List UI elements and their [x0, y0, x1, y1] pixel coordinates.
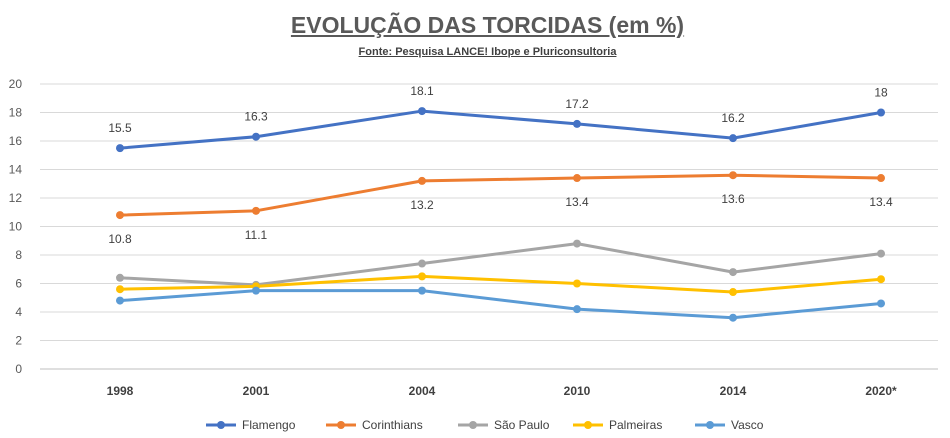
x-tick-label: 1998 — [107, 384, 134, 398]
legend-label-palmeiras: Palmeiras — [609, 418, 662, 432]
y-tick-label: 2 — [15, 334, 22, 348]
data-point-corinthians — [252, 206, 260, 215]
data-label-flamengo: 16.2 — [721, 111, 745, 125]
legend-marker-corinthians — [337, 421, 345, 429]
data-point-palmeiras — [116, 285, 124, 294]
legend-marker-vasco — [706, 421, 714, 429]
data-point-vasco — [418, 286, 426, 295]
legend-label-vasco: Vasco — [731, 418, 764, 432]
data-label-corinthians: 13.4 — [565, 195, 589, 209]
data-point-vasco — [573, 305, 581, 314]
legend: Flamengo Corinthians São Paulo Palmeiras Vas… — [206, 418, 764, 432]
chart-subtitle: Fonte: Pesquisa LANCE! Ibope e Pluricons… — [358, 46, 617, 58]
data-point-flamengo — [877, 108, 885, 117]
series-line-palmeiras — [118, 274, 883, 294]
legend-marker-palmeiras — [584, 421, 592, 429]
series-line-flamengo — [118, 109, 883, 150]
x-tick-label: 2004 — [409, 384, 436, 398]
data-label-corinthians: 10.8 — [108, 232, 132, 246]
data-point-corinthians — [573, 174, 581, 183]
data-label-flamengo: 18 — [874, 86, 888, 100]
y-tick-label: 18 — [9, 106, 23, 120]
x-tick-label: 2014 — [720, 384, 747, 398]
data-point-flamengo — [418, 107, 426, 116]
data-point-sao-paulo — [877, 249, 885, 258]
legend-label-flamengo: Flamengo — [242, 418, 296, 432]
data-point-sao-paulo — [418, 259, 426, 268]
data-point-palmeiras — [877, 275, 885, 284]
data-point-vasco — [252, 286, 260, 295]
series-line-sao-paulo — [118, 242, 883, 287]
data-point-flamengo — [573, 119, 581, 128]
legend-marker-flamengo — [217, 421, 225, 429]
y-tick-label: 4 — [15, 305, 22, 319]
series-line-vasco — [118, 289, 883, 320]
data-point-vasco — [116, 296, 124, 305]
data-label-corinthians: 13.6 — [721, 192, 745, 206]
data-labels: 15.5 16.3 18.1 17.2 16.2 18 10.8 11.1 13.2 13.4 13… — [108, 84, 893, 246]
data-point-corinthians — [418, 176, 426, 185]
y-tick-label: 12 — [9, 191, 23, 205]
y-tick-label: 0 — [15, 362, 22, 376]
data-point-sao-paulo — [729, 268, 737, 277]
data-point-sao-paulo — [116, 273, 124, 282]
x-axis-ticks: 1998 2001 2004 2010 2014 2020* — [107, 384, 897, 398]
data-point-palmeiras — [573, 279, 581, 288]
data-label-flamengo: 16.3 — [244, 110, 268, 124]
data-point-sao-paulo — [573, 239, 581, 248]
data-point-corinthians — [877, 174, 885, 183]
legend-label-corinthians: Corinthians — [362, 418, 423, 432]
y-tick-label: 14 — [9, 163, 23, 177]
y-tick-label: 6 — [15, 277, 22, 291]
y-tick-label: 16 — [9, 134, 23, 148]
data-point-corinthians — [729, 171, 737, 180]
x-tick-label: 2020* — [865, 384, 897, 398]
data-label-flamengo: 17.2 — [565, 97, 589, 111]
data-label-corinthians: 13.4 — [869, 195, 893, 209]
y-axis-ticks: 0 2 4 6 8 10 12 14 16 18 20 — [9, 77, 23, 376]
data-label-corinthians: 11.1 — [245, 228, 268, 242]
y-tick-label: 10 — [9, 220, 23, 234]
data-point-palmeiras — [418, 272, 426, 281]
series-line-corinthians — [118, 173, 883, 217]
y-tick-label: 20 — [9, 77, 23, 91]
data-point-corinthians — [116, 211, 124, 220]
x-tick-label: 2001 — [243, 384, 270, 398]
data-label-corinthians: 13.2 — [410, 198, 434, 212]
legend-marker-sao-paulo — [469, 421, 477, 429]
data-point-flamengo — [116, 144, 124, 153]
y-tick-label: 8 — [15, 248, 22, 262]
data-point-vasco — [877, 299, 885, 308]
data-point-flamengo — [729, 134, 737, 143]
data-point-palmeiras — [729, 288, 737, 297]
chart-title: EVOLUÇÃO DAS TORCIDAS (em %) — [290, 12, 685, 38]
data-point-vasco — [729, 313, 737, 322]
series-lines — [116, 107, 885, 322]
data-label-flamengo: 18.1 — [410, 84, 434, 98]
data-label-flamengo: 15.5 — [108, 121, 132, 135]
x-tick-label: 2010 — [564, 384, 591, 398]
data-point-flamengo — [252, 132, 260, 141]
legend-label-sao-paulo: São Paulo — [494, 418, 550, 432]
